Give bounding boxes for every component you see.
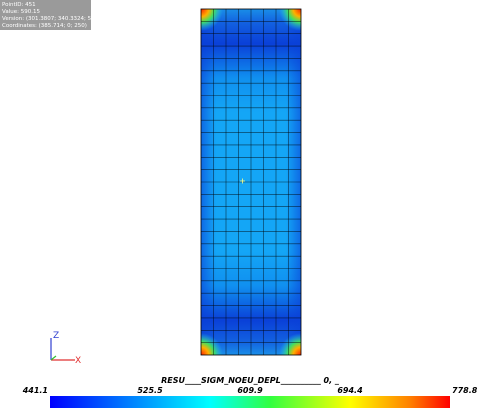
- y-axis: [50, 355, 57, 361]
- z-label: Z: [53, 331, 59, 341]
- mesh: [201, 9, 301, 355]
- info-line: PointID: 451: [2, 2, 36, 8]
- color-bar-label: 778.8: [452, 386, 478, 395]
- color-bar-labels: 441.1 525.5 609.9 694.4 778.8: [22, 386, 478, 395]
- color-bar-label: 694.4: [337, 386, 363, 395]
- corner-hotspot: [201, 333, 223, 355]
- color-bar-title: RESU____SIGM_NOEU_DEPL__________ 0, _: [161, 376, 340, 385]
- x-label: X: [75, 356, 81, 366]
- corner-hotspot: [279, 333, 301, 355]
- plate: [201, 9, 301, 355]
- info-box: [0, 0, 91, 30]
- color-bar-label: 441.1: [22, 386, 48, 395]
- axes-triad: Z X: [50, 331, 81, 366]
- color-bar: [50, 396, 450, 408]
- color-bar-label: 525.5: [137, 386, 163, 395]
- plate-outline: [200, 8, 302, 356]
- info-line: Coordinates: (385.714; 0; 250): [2, 23, 87, 29]
- corner-hotspot: [201, 9, 223, 31]
- corner-hotspot: [279, 9, 301, 31]
- pick-marker: [240, 178, 245, 184]
- info-line: Version: (301.3807; 340.3324; 590.15): [2, 16, 109, 22]
- color-bar-label: 609.9: [237, 386, 263, 395]
- info-line: Value: 590.15: [2, 9, 40, 15]
